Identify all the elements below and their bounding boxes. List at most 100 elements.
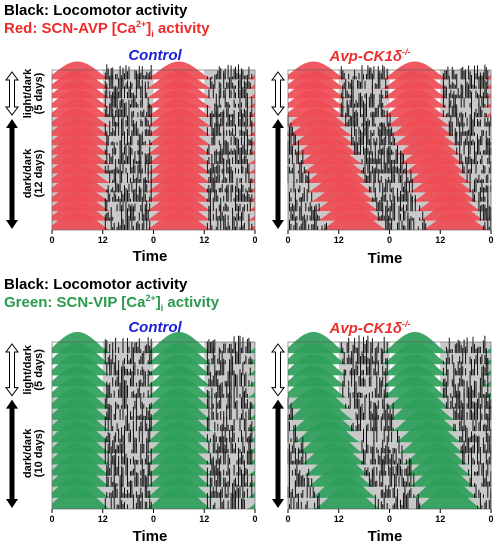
dark-phase-band [288, 431, 491, 443]
dark-phase-band [288, 408, 491, 420]
x-tick-label: 12 [199, 235, 209, 245]
locomotor-activity [104, 121, 253, 136]
calcium-trace [288, 108, 491, 127]
calcium-trace [52, 487, 255, 509]
calcium-trace [288, 70, 491, 89]
dark-phase-band [288, 164, 491, 174]
ld-label: light/dark [22, 68, 34, 118]
ld-label: light/dark [22, 344, 34, 394]
dark-dark-arrow [272, 119, 284, 229]
calcium-trace [52, 99, 255, 118]
locomotor-activity [290, 205, 492, 221]
calcium-trace [52, 409, 255, 432]
calcium-trace [52, 136, 255, 155]
time-label-bottom-left: Time [132, 528, 168, 545]
time-label-bottom-right: Time [367, 528, 403, 545]
dark-phase-band [52, 442, 255, 454]
dark-phase-band [288, 117, 491, 127]
calcium-trace [288, 118, 491, 136]
locomotor-activity [340, 335, 487, 354]
dark-phase-band [52, 182, 255, 193]
x-tick-label: 0 [252, 235, 257, 245]
light-dark-arrow [271, 71, 285, 116]
locomotor-activity [106, 469, 253, 487]
dark-phase-band [52, 453, 255, 465]
locomotor-activity [289, 492, 492, 509]
locomotor-activity [340, 64, 489, 80]
dark-phase-band [288, 126, 491, 136]
legend-locomotor-text-bottom: Black: Locomotor activity [4, 276, 188, 293]
calcium-trace [52, 343, 255, 365]
calcium-trace [288, 387, 491, 409]
dark-phase-band [288, 486, 491, 498]
dark-phase-band [52, 211, 255, 221]
dark-phase-band [52, 117, 255, 127]
locomotor-activity [104, 435, 251, 454]
actogram-top-knockout: 0 12 0 12 0 [271, 61, 494, 245]
calcium-trace [288, 61, 491, 80]
dark-phase-band [52, 431, 255, 443]
dark-phase-band [52, 220, 255, 230]
dark-phase-band [288, 192, 491, 202]
ld-days-label: (5 days) [33, 349, 45, 391]
dark-phase-band [288, 201, 491, 212]
locomotor-activity [104, 83, 247, 99]
dark-phase-band [288, 220, 491, 230]
calcium-trace [52, 108, 255, 127]
dd-label: dark/dark [22, 148, 34, 198]
calcium-trace [288, 398, 491, 420]
x-tick-label: 0 [285, 514, 290, 524]
locomotor-activity [104, 391, 253, 409]
x-tick-label: 12 [435, 514, 445, 524]
dark-phase-band [52, 397, 255, 409]
calcium-trace [52, 146, 255, 165]
locomotor-activity [289, 215, 492, 230]
locomotor-activity [289, 196, 492, 212]
dark-phase-band [52, 497, 255, 509]
legend-vip-text: Green: SCN-VIP [Ca2+]i activity [4, 293, 220, 313]
knockout-title-top: Avp-CK1δ-/- [329, 47, 411, 65]
calcium-trace [52, 183, 255, 202]
locomotor-activity [342, 92, 489, 108]
calcium-trace [52, 89, 255, 108]
dark-phase-band [288, 211, 491, 221]
calcium-trace [288, 99, 491, 118]
calcium-trace [288, 212, 491, 230]
calcium-trace [52, 465, 255, 487]
dark-phase-band [288, 182, 491, 193]
locomotor-activity [289, 469, 492, 487]
dark-phase-band [288, 154, 491, 165]
dark-phase-band [288, 173, 491, 183]
dark-phase-band [52, 408, 255, 420]
x-tick-label: 0 [49, 235, 54, 245]
calcium-trace [52, 155, 255, 174]
dark-phase-band [52, 486, 255, 498]
calcium-trace [52, 387, 255, 409]
calcium-trace [52, 354, 255, 376]
x-tick-label: 12 [98, 514, 108, 524]
light-dark-arrow [5, 71, 19, 116]
calcium-trace [288, 80, 491, 99]
calcium-trace [52, 212, 255, 230]
x-tick-label: 12 [334, 514, 344, 524]
calcium-trace [52, 70, 255, 89]
locomotor-activity [104, 425, 253, 443]
dd-days-label: (12 days) [33, 149, 45, 197]
dark-dark-arrow [6, 119, 18, 229]
dark-phase-band [288, 497, 491, 509]
dark-phase-band [288, 475, 491, 487]
dark-phase-band [288, 419, 491, 432]
actogram-bot-knockout: 0 12 0 12 0 [271, 332, 494, 524]
calcium-trace [288, 343, 491, 365]
dark-phase-band [52, 464, 255, 476]
dark-phase-band [52, 164, 255, 174]
dark-phase-band [288, 453, 491, 465]
calcium-trace [288, 202, 491, 221]
calcium-trace [288, 376, 491, 398]
x-tick-label: 0 [488, 514, 493, 524]
calcium-trace [52, 202, 255, 221]
calcium-trace [288, 487, 491, 509]
locomotor-activity [104, 205, 250, 221]
locomotor-activity [106, 130, 253, 146]
locomotor-activity [289, 457, 489, 476]
